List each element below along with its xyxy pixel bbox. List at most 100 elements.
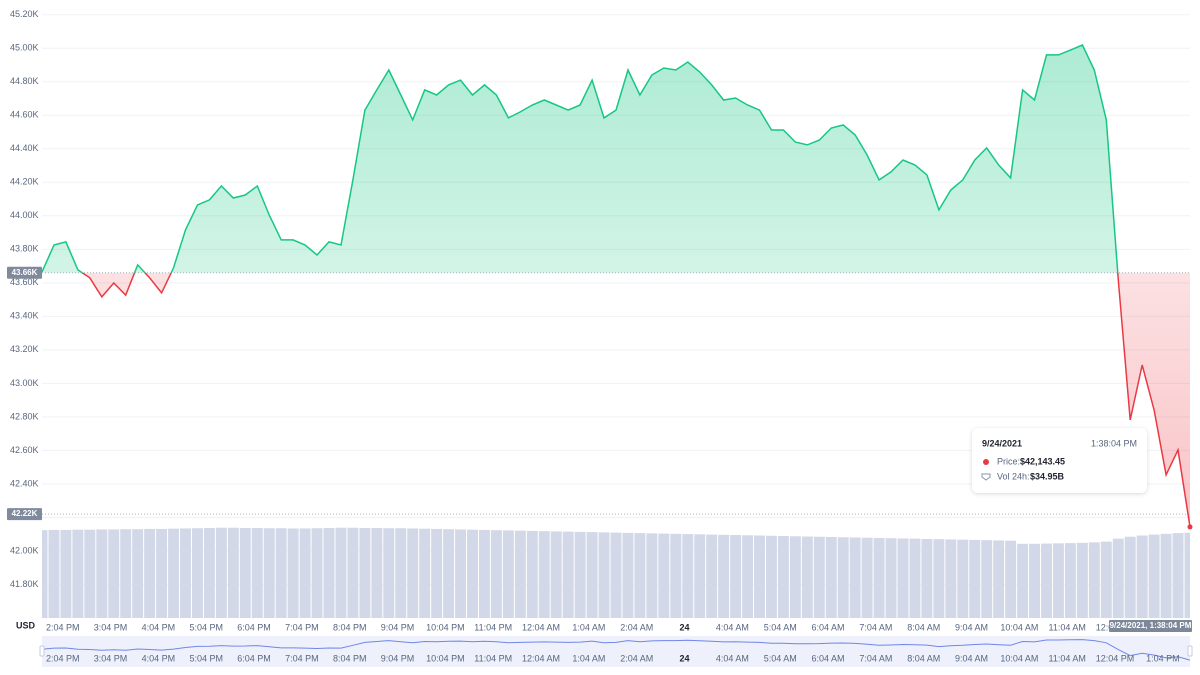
volume-bar bbox=[407, 528, 419, 618]
x-tick-label: 5:04 PM bbox=[189, 622, 223, 632]
volume-bar bbox=[574, 531, 586, 618]
volume-bar bbox=[801, 536, 813, 618]
navigator-label: 11:04 PM bbox=[474, 653, 512, 663]
volume-bar bbox=[239, 527, 251, 618]
navigator-label: 8:04 AM bbox=[907, 653, 940, 663]
volume-bar bbox=[96, 529, 108, 618]
volume-bar bbox=[514, 530, 526, 618]
x-tick-label: 10:04 AM bbox=[1000, 622, 1038, 632]
volume-bar bbox=[48, 529, 60, 618]
y-tick-label: 42.60K bbox=[10, 445, 39, 455]
hover-x-tag bbox=[1109, 620, 1192, 632]
navigator bbox=[42, 636, 1190, 667]
volume-bar bbox=[622, 532, 634, 618]
y-tick-label: 45.20K bbox=[10, 9, 39, 19]
tooltip bbox=[972, 428, 1147, 493]
volume-bar bbox=[861, 537, 873, 618]
navigator-label: 9:04 AM bbox=[955, 653, 988, 663]
tooltip-date: 9/24/2021 bbox=[982, 438, 1022, 448]
volume-bar bbox=[275, 528, 287, 618]
x-tick-label: 8:04 PM bbox=[333, 622, 367, 632]
navigator-label: 7:04 PM bbox=[285, 653, 319, 663]
volume-bar bbox=[538, 531, 550, 618]
volume-bar bbox=[1112, 538, 1124, 618]
navigator-label: 3:04 PM bbox=[94, 653, 128, 663]
baseline-tag bbox=[7, 266, 42, 279]
x-tick-label: 2:04 AM bbox=[620, 622, 653, 632]
volume-bar bbox=[682, 534, 694, 618]
navigator-label: 8:04 PM bbox=[333, 653, 367, 663]
navigator-label: 5:04 PM bbox=[189, 653, 223, 663]
volume-bar bbox=[180, 528, 191, 618]
volume-bar bbox=[1088, 542, 1100, 618]
volume-bar bbox=[84, 529, 96, 618]
x-tick-label: 7:04 PM bbox=[285, 622, 319, 632]
volume-bar bbox=[1148, 534, 1160, 618]
volume-bar bbox=[419, 528, 431, 618]
volume-bar bbox=[526, 530, 538, 618]
area-up bbox=[42, 45, 1190, 273]
navigator-label: 6:04 AM bbox=[812, 653, 845, 663]
navigator-label: 10:04 PM bbox=[426, 653, 465, 663]
navigator-label: 24 bbox=[680, 653, 690, 663]
navigator-label: 1:04 PM bbox=[1146, 653, 1180, 663]
volume-bar bbox=[706, 534, 718, 618]
navigator-label: 4:04 PM bbox=[142, 653, 176, 663]
price-dot bbox=[983, 459, 989, 465]
x-tick-label: 2:04 PM bbox=[46, 622, 80, 632]
currency-label: USD bbox=[16, 620, 36, 630]
navigator-label: 4:04 AM bbox=[716, 653, 749, 663]
x-tick-label: 10:04 PM bbox=[426, 622, 465, 632]
x-tick-label: 9:04 PM bbox=[381, 622, 415, 632]
y-tick-label: 44.80K bbox=[10, 76, 39, 86]
x-tick-label: 5:04 AM bbox=[764, 622, 797, 632]
volume-bar bbox=[933, 539, 945, 618]
y-tick-label: 42.40K bbox=[10, 478, 39, 488]
volume-bar bbox=[251, 527, 263, 618]
y-tick-label: 41.80K bbox=[10, 579, 39, 589]
volume-bar bbox=[634, 533, 646, 618]
volume-bar bbox=[730, 535, 742, 618]
navigator-handle[interactable] bbox=[1187, 645, 1193, 657]
y-tick-label: 43.40K bbox=[10, 311, 39, 321]
volume-bar bbox=[897, 538, 909, 618]
x-tick-label: 24 bbox=[680, 622, 690, 632]
x-tick-label: 4:04 PM bbox=[142, 622, 176, 632]
navigator-label: 12:04 PM bbox=[1096, 653, 1135, 663]
volume-bar bbox=[263, 528, 275, 618]
volume-bar bbox=[849, 537, 861, 618]
volume-bar bbox=[120, 529, 132, 618]
volume-bar bbox=[144, 528, 156, 618]
volume-bar bbox=[718, 534, 730, 618]
volume-bar bbox=[909, 538, 921, 618]
volume-bar bbox=[598, 532, 610, 618]
volume-bar bbox=[586, 532, 598, 618]
x-tick-label: 4:04 AM bbox=[716, 622, 749, 632]
navigator-label: 11:04 AM bbox=[1049, 653, 1086, 663]
volume-bar bbox=[395, 528, 407, 618]
y-tick-label: 42.80K bbox=[10, 411, 39, 421]
y-tick-label: 44.00K bbox=[10, 210, 39, 220]
volume-bar bbox=[1172, 533, 1184, 618]
y-tick-label: 42.00K bbox=[10, 545, 39, 555]
volume-bar bbox=[670, 533, 682, 618]
volume-bar bbox=[610, 532, 622, 618]
volume-bar bbox=[562, 531, 574, 618]
volume-bar bbox=[455, 529, 467, 618]
y-tick-label: 43.80K bbox=[10, 244, 39, 254]
tooltip-time: 1:38:04 PM bbox=[1091, 438, 1137, 448]
volume-bar bbox=[1029, 543, 1041, 618]
volume-bar bbox=[311, 528, 323, 618]
navigator-line bbox=[41, 639, 1191, 661]
tooltip-volume-label: Vol 24h: bbox=[997, 471, 1030, 481]
volume-bar bbox=[981, 540, 993, 618]
tooltip-price-label: Price: bbox=[997, 456, 1020, 466]
volume-bar bbox=[478, 529, 490, 618]
price-line-up bbox=[41, 44, 1119, 273]
volume-bar bbox=[443, 529, 455, 618]
x-tick-label: 9:04 AM bbox=[955, 622, 988, 632]
x-tick-label: 6:04 AM bbox=[812, 622, 845, 632]
navigator-handle[interactable] bbox=[39, 645, 45, 657]
y-tick-label: 43.60K bbox=[10, 277, 39, 287]
navigator-label: 9:04 PM bbox=[381, 653, 415, 663]
